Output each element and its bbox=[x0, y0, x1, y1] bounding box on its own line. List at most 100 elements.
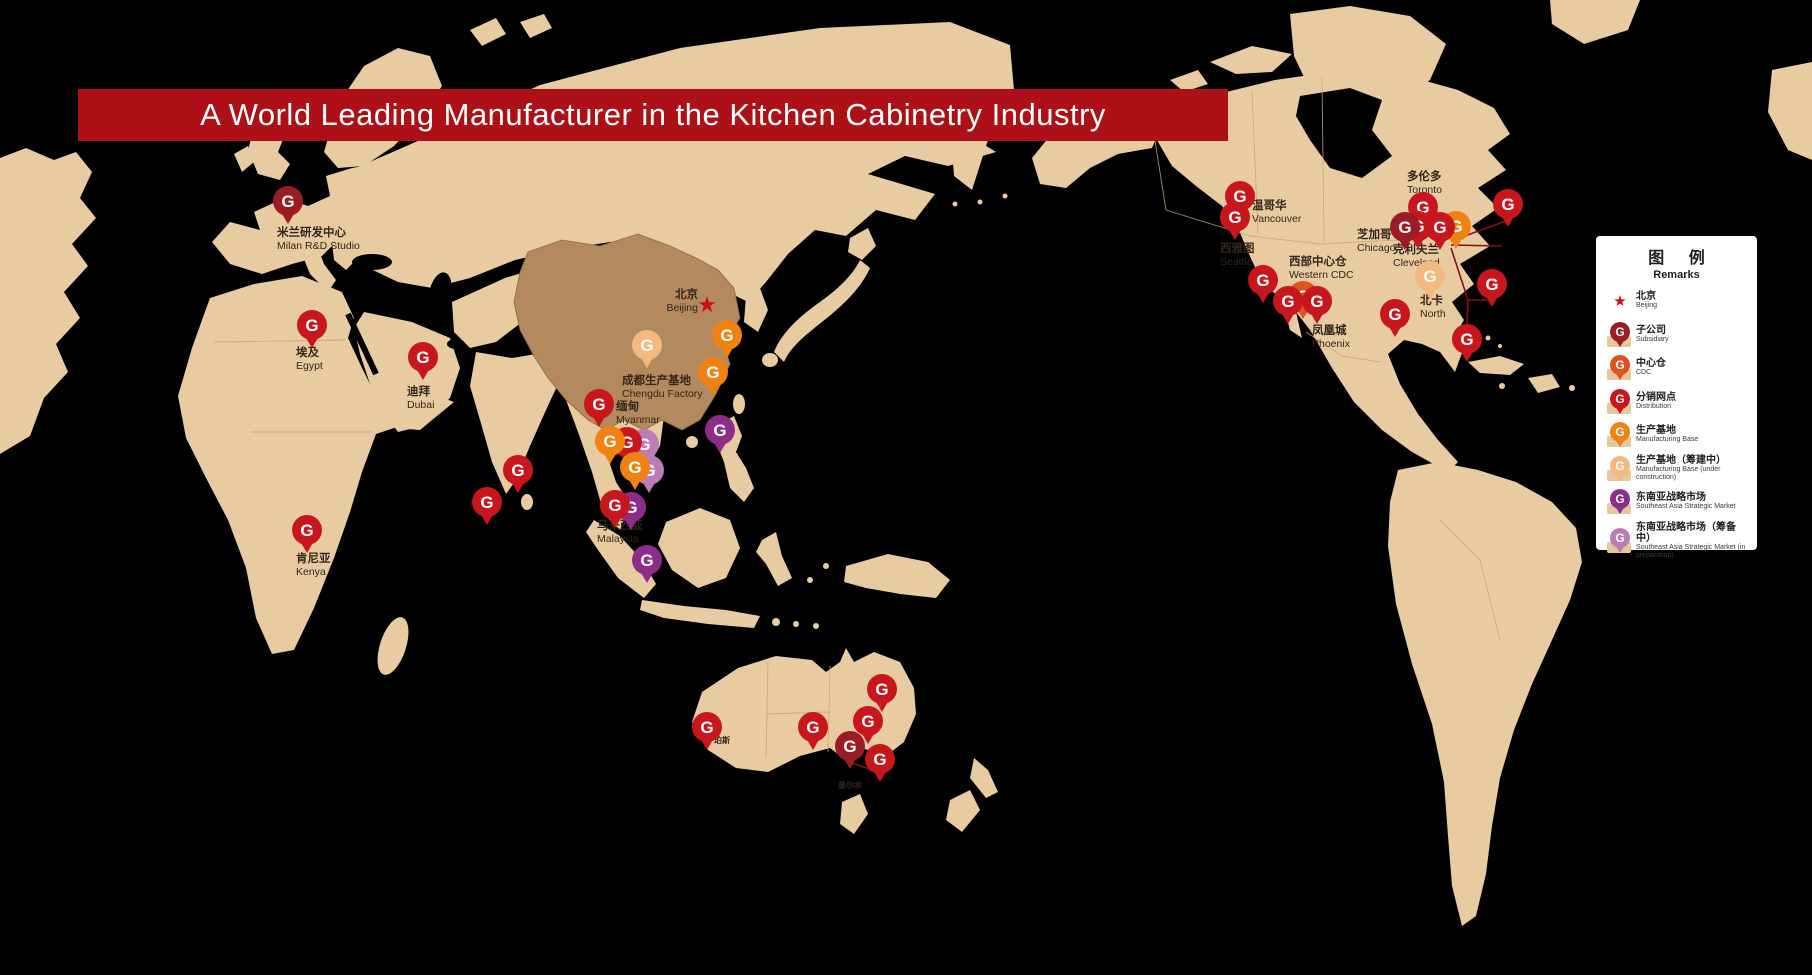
legend-pin-icon-mfg_uc: G bbox=[1604, 455, 1636, 483]
label-kenya: 肯尼亚Kenya bbox=[296, 553, 331, 578]
label-en: Beijing bbox=[666, 302, 698, 315]
legend-star-icon: ★ bbox=[1604, 287, 1636, 315]
legend-items: ★ 北京 Beijing G 子公司 Subsidiary G 中心仓 CDC G 分销网点 Dist… bbox=[1604, 287, 1749, 560]
marker-myanmar: G bbox=[584, 389, 614, 427]
label-perth: 珀斯 bbox=[714, 736, 730, 745]
legend-item-zh: 子公司 bbox=[1636, 324, 1666, 336]
legend-item-en: Manufacturing Base bbox=[1636, 436, 1699, 444]
marker-indonesia: G bbox=[632, 545, 662, 583]
pin-icon: G bbox=[1610, 422, 1630, 447]
marker-north-carolina: G bbox=[1415, 261, 1445, 299]
legend-item-zh: 生产基地（筹建中） bbox=[1636, 454, 1726, 466]
legend-item-1: G 子公司 Subsidiary bbox=[1604, 321, 1749, 349]
marker-india-west: G bbox=[472, 487, 502, 525]
label-egypt: 埃及Egypt bbox=[296, 347, 323, 372]
pin-icon: G bbox=[1610, 489, 1630, 514]
label-myanmar: 缅甸 Myanmar bbox=[616, 401, 660, 426]
label-zh: 西部中心仓 bbox=[1289, 256, 1347, 268]
banner-title: A World Leading Manufacturer in the Kitc… bbox=[200, 97, 1106, 132]
label-en: North bbox=[1420, 308, 1446, 321]
label-zh: 成都生产基地 bbox=[622, 375, 691, 387]
pin-icon: G bbox=[1610, 455, 1630, 481]
title-banner: A World Leading Manufacturer in the Kitc… bbox=[78, 89, 1228, 141]
label-western-cdc: 西部中心仓 Western CDC bbox=[1289, 256, 1354, 281]
legend-item-en: Distribution bbox=[1636, 402, 1672, 410]
marker-melbourne: G bbox=[835, 731, 865, 769]
legend-title-zh: 图 例 bbox=[1648, 250, 1715, 267]
legend-item-zh: 东南亚战略市场（筹备中） bbox=[1636, 521, 1736, 544]
label-en: Seattle bbox=[1220, 256, 1253, 269]
legend-pin-icon-subsidiary: G bbox=[1604, 321, 1636, 349]
label-phoenix: 凤凰城 Phoenix bbox=[1312, 325, 1350, 350]
label-zh: 北京 bbox=[675, 289, 698, 301]
label-zh: 墨尔本 bbox=[838, 781, 862, 790]
label-zh: 缅甸 bbox=[616, 401, 639, 413]
label-en: Malaysia bbox=[597, 533, 639, 546]
label-melbourne: 墨尔本 bbox=[838, 781, 862, 790]
marker-brisbane: G bbox=[867, 674, 897, 712]
legend-item-0: ★ 北京 Beijing bbox=[1604, 287, 1749, 315]
label-en: Vancouver bbox=[1252, 213, 1302, 226]
marker-west-cluster-right: G bbox=[1302, 286, 1332, 324]
legend-item-6: G 东南亚战略市场 Southeast Asia Strategic Market bbox=[1604, 488, 1749, 516]
marker-mid-atlantic-offshore: G bbox=[1477, 269, 1507, 307]
legend-item-en: Subsidiary bbox=[1636, 335, 1669, 343]
marker-southeast-offshore: G bbox=[1452, 324, 1482, 362]
label-beijing: 北京 Beijing bbox=[666, 289, 698, 314]
label-zh: 温哥华 bbox=[1252, 200, 1287, 212]
legend-item-text: 东南亚战略市场（筹备中） Southeast Asia Strategic Mar… bbox=[1636, 522, 1749, 561]
label-seattle: 西雅图 Seattle bbox=[1220, 243, 1255, 268]
legend-item-text: 生产基地 Manufacturing Base bbox=[1636, 425, 1749, 444]
legend-panel: 图 例 Remarks ★ 北京 Beijing G 子公司 Subsidiary G 中心仓… bbox=[1596, 236, 1757, 559]
marker-kenya: G bbox=[292, 515, 322, 553]
legend-item-zh: 东南亚战略市场 bbox=[1636, 492, 1706, 504]
label-zh: 凤凰城 bbox=[1312, 325, 1347, 337]
label-en: Myanmar bbox=[616, 414, 660, 427]
label-zh: 多伦多 bbox=[1407, 171, 1442, 183]
pin-icon: G bbox=[1610, 321, 1630, 347]
legend-item-en: CDC bbox=[1636, 369, 1652, 377]
marker-adelaide: G bbox=[798, 712, 828, 750]
inland-seas bbox=[345, 88, 1444, 376]
label-zh: 西雅图 bbox=[1220, 243, 1255, 255]
label-zh: 米兰研发中心 bbox=[277, 227, 346, 239]
label-chicago: 芝加哥 Chicago bbox=[1357, 229, 1396, 254]
marker-perth: G bbox=[692, 712, 722, 750]
label-en: Kenya bbox=[296, 566, 326, 579]
marker-milan: G bbox=[273, 186, 303, 224]
marker-chengdu-factory: G bbox=[632, 330, 662, 368]
marker-india-south: G bbox=[503, 455, 533, 493]
legend-pin-icon-distribution: G bbox=[1604, 388, 1636, 416]
marker-northeast-offshore: G bbox=[1493, 189, 1523, 227]
country-borders bbox=[213, 77, 1501, 759]
label-en: Milan R&D Studio bbox=[277, 240, 360, 253]
marker-texas: G bbox=[1380, 299, 1410, 337]
marker-dubai: G bbox=[408, 342, 438, 380]
label-en: Dubai bbox=[407, 399, 435, 412]
legend-pin-icon-sea: G bbox=[1604, 488, 1636, 516]
pin-icon: G bbox=[1610, 527, 1630, 553]
label-vancouver: 温哥华 Vancouver bbox=[1252, 200, 1301, 225]
legend-item-7: G 东南亚战略市场（筹备中） Southeast Asia Strategic Ma… bbox=[1604, 522, 1749, 561]
legend-item-4: G 生产基地 Manufacturing Base bbox=[1604, 421, 1749, 449]
pin-icon: G bbox=[1610, 388, 1630, 414]
marker-egypt: G bbox=[297, 310, 327, 348]
legend-item-3: G 分销网点 Distribution bbox=[1604, 388, 1749, 416]
legend-item-zh: 中心仓 bbox=[1636, 358, 1666, 370]
legend-item-5: G 生产基地（筹建中） Manufacturing Base (under cons… bbox=[1604, 455, 1749, 483]
legend-item-zh: 生产基地 bbox=[1636, 425, 1676, 437]
label-milan: 米兰研发中心 Milan R&D Studio bbox=[277, 227, 360, 252]
legend-item-text: 生产基地（筹建中） Manufacturing Base (under const… bbox=[1636, 455, 1749, 483]
label-en: Western CDC bbox=[1289, 269, 1354, 282]
label-zh: 珀斯 bbox=[714, 736, 730, 745]
legend-item-en: Beijing bbox=[1636, 302, 1658, 310]
label-zh: 肯尼亚 bbox=[296, 553, 331, 566]
legend-item-text: 子公司 Subsidiary bbox=[1636, 325, 1749, 344]
legend-title-en: Remarks bbox=[1653, 269, 1700, 281]
label-en: Phoenix bbox=[1312, 338, 1350, 351]
legend-item-en: Southeast Asia Strategic Market (in prep… bbox=[1636, 543, 1746, 559]
legend-pin-icon-sea_prep: G bbox=[1604, 527, 1636, 555]
legend-item-text: 中心仓 CDC bbox=[1636, 358, 1749, 377]
marker-indochina-mfg: G bbox=[620, 452, 650, 490]
